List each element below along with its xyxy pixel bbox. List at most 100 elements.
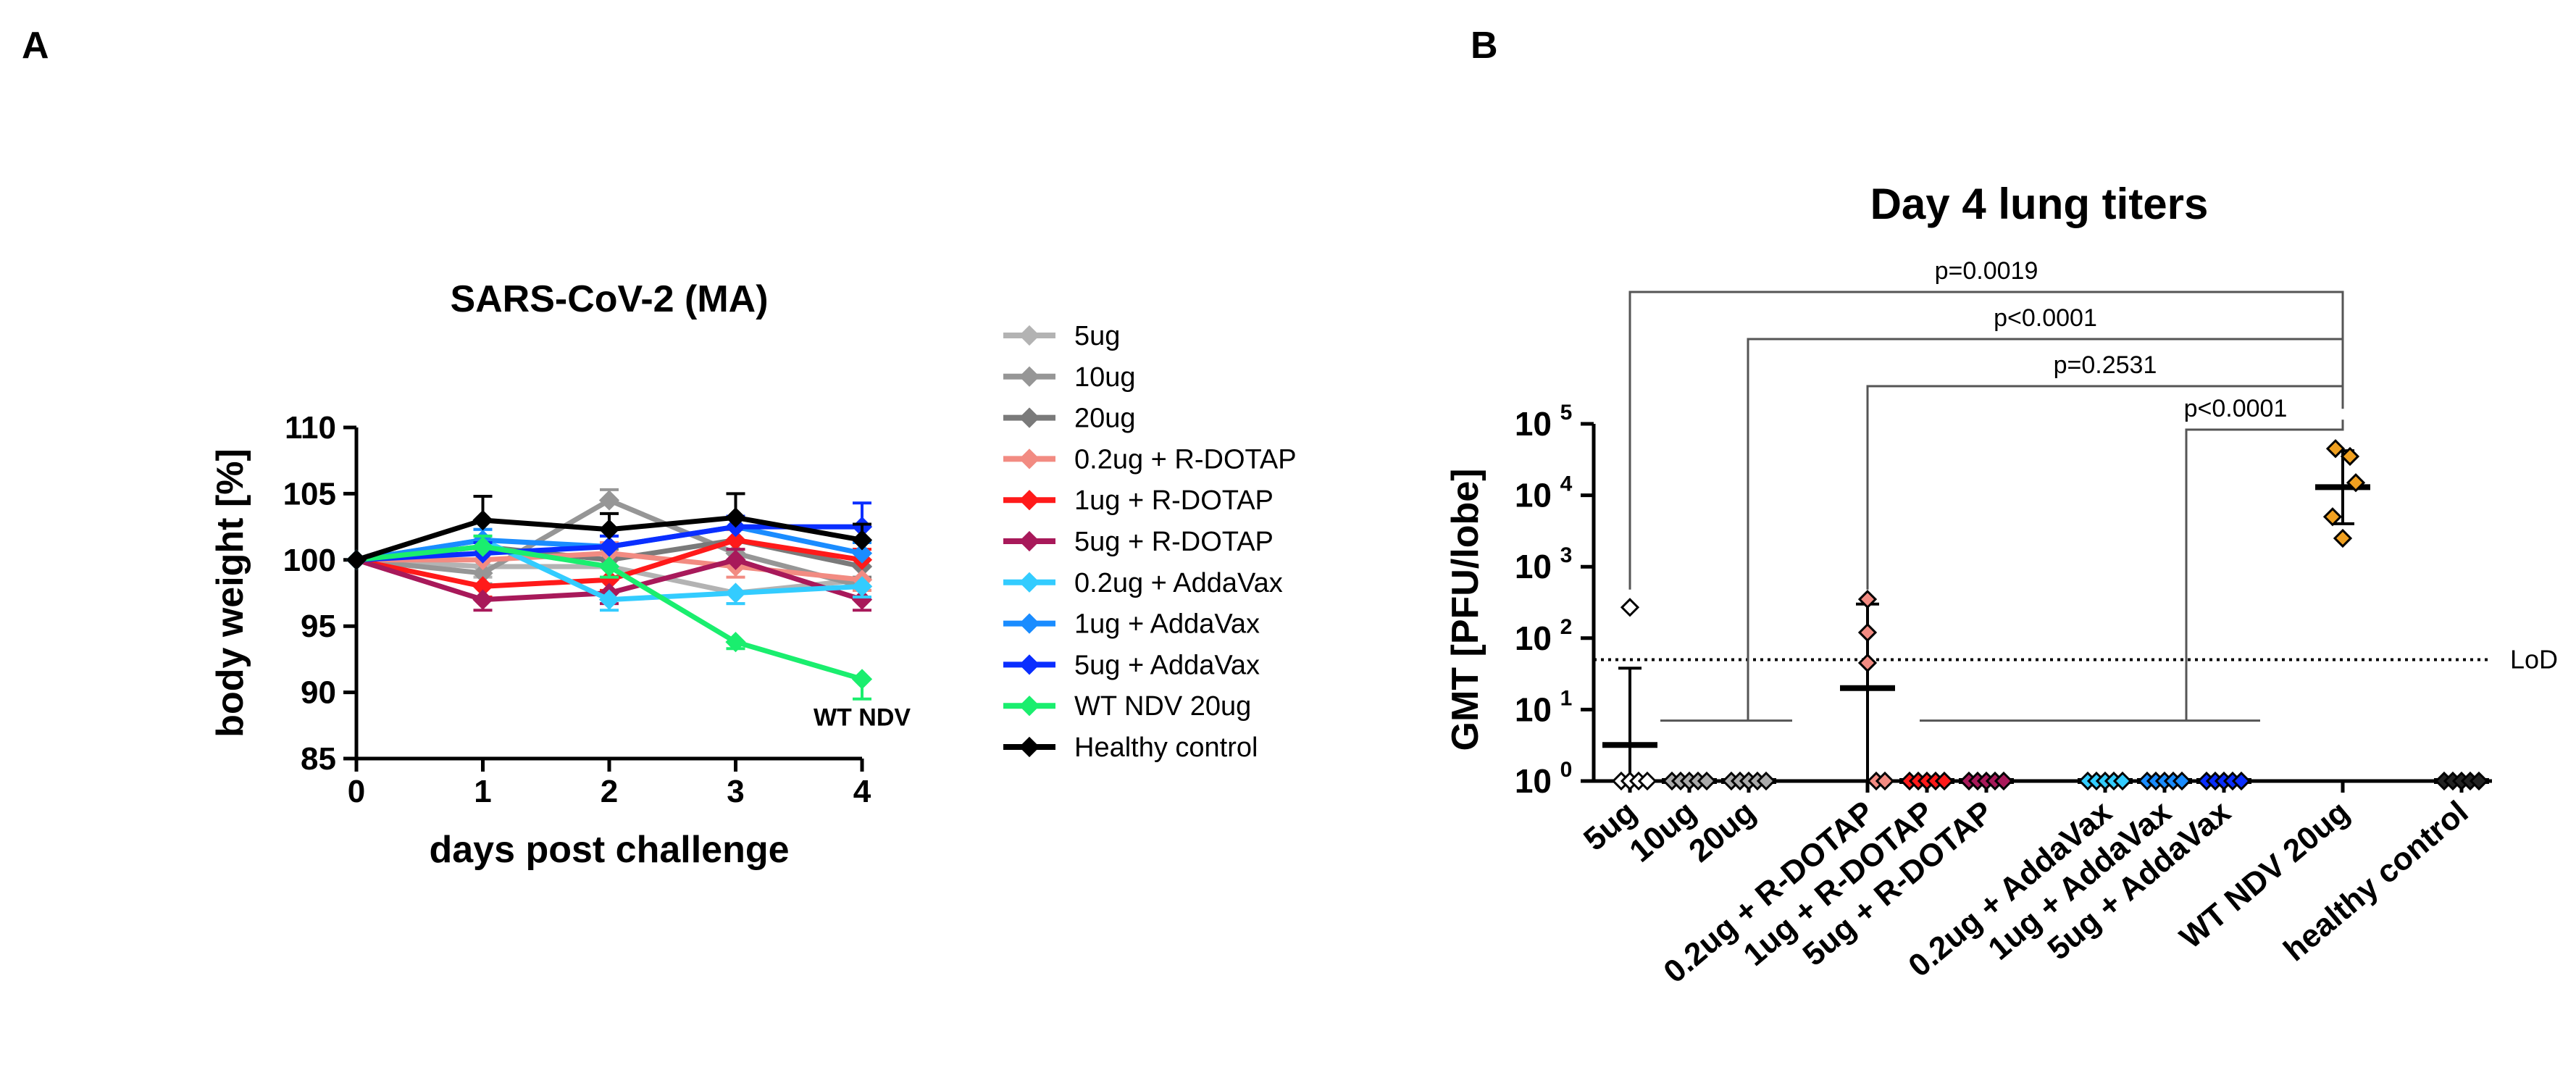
legend-swatch-marker (1019, 490, 1040, 511)
chart-b-bracket-line (1628, 291, 2344, 590)
chart-b-group (1959, 771, 2014, 791)
chart-b-y-tick-label: 10 (1515, 548, 1552, 585)
legend-item: 0.2ug + AddaVax (1003, 568, 1283, 598)
legend-item: 20ug (1003, 404, 1136, 434)
legend-label: 5ug + R-DOTAP (1074, 527, 1274, 557)
legend-swatch-marker (1019, 654, 1040, 675)
chart-b-y-tick-label: 10 (1515, 405, 1552, 443)
chart-b-y-tick-exponent: 1 (1560, 686, 1573, 710)
chart-b-point (1697, 771, 1717, 791)
chart-b-point (2231, 771, 2251, 791)
chart-b-p-value: p<0.0001 (1994, 304, 2097, 332)
chart-b-lod-label: LoD (2510, 644, 2558, 674)
chart-b-p-value: p=0.2531 (2054, 351, 2157, 379)
chart-b-y-tick-label: 10 (1515, 477, 1552, 514)
chart-b-y-axis-label: GMT [PFU/lobe] (1444, 469, 1486, 751)
legend-item: WT NDV 20ug (1003, 691, 1251, 722)
chart-b-x-tick-label: 10ug (1623, 794, 1702, 869)
chart-b-y-tick-exponent: 5 (1560, 401, 1573, 425)
chart-a-x-tick-label: 3 (727, 774, 744, 809)
legend-item: 5ug (1003, 321, 1120, 351)
legend-swatch-marker (1019, 366, 1040, 387)
chart-a-point (598, 519, 620, 540)
chart-b-point (1857, 653, 1878, 673)
chart-a-series (346, 492, 873, 570)
chart-b-point (2172, 771, 2192, 791)
legend-item: 10ug (1003, 362, 1136, 393)
chart-b-bracket-line (1866, 385, 2344, 590)
chart-b-point (1875, 771, 1895, 791)
legend-label: WT NDV 20ug (1074, 691, 1251, 722)
chart-b-point (2346, 473, 2366, 493)
chart-b-point (1994, 771, 2014, 791)
chart-a-point (725, 583, 746, 604)
chart-b-point (1637, 771, 1657, 791)
chart-b-bracket-line (2185, 419, 2344, 721)
chart-b: Day 4 lung titers 10 0 10 1 10 2 10 3 10 4 10 5 GMT [… (1444, 180, 2558, 990)
chart-a-y-tick-label: 100 (283, 543, 336, 578)
chart-a-x-axis-label: days post challenge (429, 829, 789, 871)
chart-b-point (2333, 528, 2353, 548)
chart-a-point (851, 669, 873, 690)
legend-swatch-marker (1019, 613, 1040, 634)
chart-a-annotation: WT NDV (814, 703, 911, 731)
chart-a-point (851, 530, 873, 551)
chart-b-y-tick-exponent: 0 (1560, 758, 1573, 782)
chart-a-x-tick-label: 1 (474, 774, 491, 809)
chart-a-y-tick-label: 95 (301, 609, 336, 644)
legend-swatch-marker (1019, 325, 1040, 346)
chart-b-point (1934, 771, 1954, 791)
chart-a-y-tick-label: 110 (285, 410, 336, 446)
chart-b-point (2325, 439, 2346, 459)
chart-a-point (851, 576, 873, 597)
chart-a: SARS-CoV-2 (MA) 85 90 95 100 105 110 0 1 2 3 4 days … (209, 278, 911, 871)
chart-b-comparison-bracket: p<0.0001 (1747, 304, 2344, 721)
chart-a-point (472, 509, 493, 531)
chart-a-point (598, 536, 620, 557)
chart-b-point (2340, 446, 2360, 467)
legend-label: 0.2ug + R-DOTAP (1074, 444, 1297, 475)
chart-b-point (1857, 590, 1878, 609)
chart-b-comparison-bracket: p=0.0019 (1628, 257, 2344, 590)
chart-b-group (2196, 771, 2251, 791)
chart-a-point (472, 589, 493, 610)
legend-swatch-marker (1019, 572, 1040, 593)
chart-a-point (598, 490, 620, 511)
legend-item: 0.2ug + R-DOTAP (1003, 444, 1297, 475)
chart-b-group (2078, 771, 2133, 791)
chart-b-p-value: p<0.0001 (2184, 395, 2288, 422)
legend-swatch-marker (1019, 736, 1040, 758)
chart-b-y-tick-label: 10 (1515, 690, 1552, 728)
chart-a-point (598, 589, 620, 610)
chart-b-comparison-bracket: p=0.2531 (1866, 351, 2344, 590)
chart-b-group (2315, 439, 2370, 548)
legend-item: 5ug + AddaVax (1003, 650, 1260, 680)
chart-b-group (2137, 771, 2192, 791)
legend-swatch-marker (1019, 530, 1040, 552)
chart-b-point (2469, 771, 2489, 791)
legend-item: 1ug + R-DOTAP (1003, 485, 1274, 516)
chart-b-point (1857, 622, 1878, 643)
chart-a-point (346, 549, 367, 570)
legend-item: 1ug + AddaVax (1003, 609, 1260, 640)
chart-b-group (1602, 598, 1657, 791)
chart-b-point (2322, 507, 2343, 527)
chart-a-point (598, 556, 620, 577)
legend-label: 5ug (1074, 321, 1120, 351)
chart-b-y-tick-label: 10 (1515, 762, 1552, 800)
legend-label: 20ug (1074, 404, 1136, 434)
legend-label: 1ug + AddaVax (1074, 609, 1260, 640)
chart-b-y-tick-exponent: 2 (1560, 615, 1573, 639)
chart-b-comparison-bracket: p<0.0001 (2184, 395, 2344, 721)
chart-a-point (472, 536, 493, 557)
chart-a-legend: 5ug 10ug 20ug 0.2ug + R-DOTAP 1ug + R-DOTAP 5… (1003, 321, 1297, 763)
chart-b-group (1899, 771, 1954, 791)
legend-label: Healthy control (1074, 732, 1258, 763)
chart-b-group (1840, 590, 1895, 791)
legend-label: 5ug + AddaVax (1074, 650, 1260, 680)
chart-a-point (725, 507, 746, 528)
panel-a-label: A (22, 25, 49, 67)
chart-b-point (1620, 598, 1640, 617)
chart-a-point (725, 632, 746, 653)
chart-a-x-tick-label: 0 (348, 774, 365, 809)
